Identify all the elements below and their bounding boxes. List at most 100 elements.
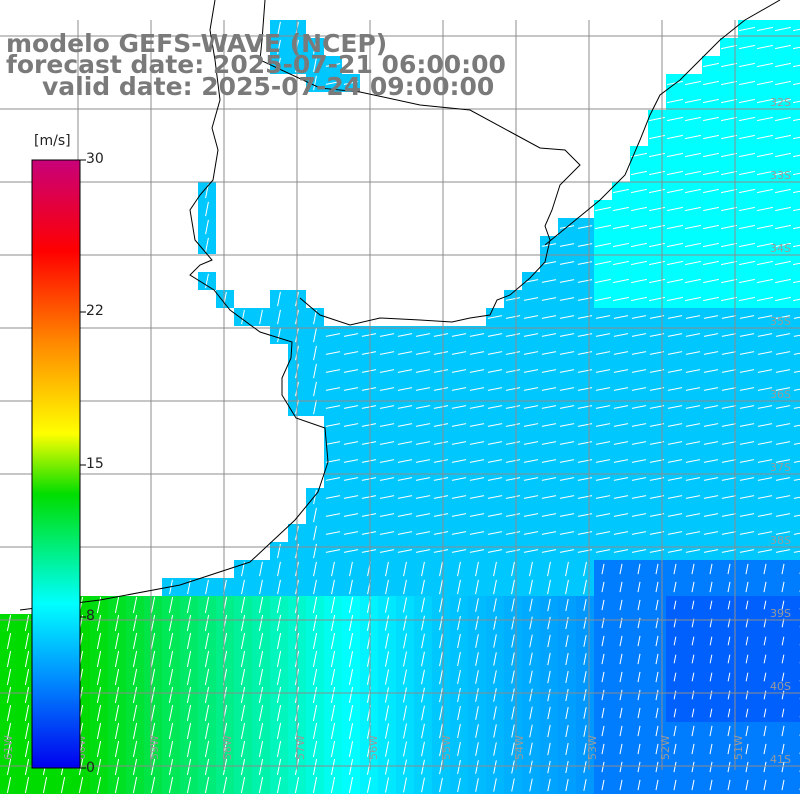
wind-arrow: [258, 722, 264, 740]
wind-arrow: [631, 333, 647, 337]
wind-arrow: [312, 668, 318, 686]
wind-arrow: [469, 369, 485, 373]
wind-arrow: [42, 776, 48, 794]
wind-arrow: [132, 632, 138, 650]
wind-arrow: [745, 690, 749, 700]
wind-arrow: [703, 206, 719, 212]
wind-arrow: [667, 369, 683, 373]
wind-arrow: [565, 760, 569, 774]
wind-arrow: [637, 581, 641, 593]
wind-arrow: [739, 549, 755, 553]
wind-arrow: [349, 579, 353, 595]
wind-arrow: [361, 351, 377, 355]
wind-arrow: [727, 708, 731, 718]
wind-arrow: [781, 725, 785, 737]
wind-arrow: [487, 495, 503, 499]
wind-arrow: [721, 224, 737, 230]
wind-arrow: [240, 632, 246, 650]
wind-arrow: [168, 632, 174, 650]
wind-arrow: [721, 405, 737, 409]
wind-cell: [792, 524, 800, 542]
latitude-label: 38S: [770, 534, 791, 547]
wind-arrow: [559, 315, 575, 319]
wind-arrow: [793, 370, 800, 373]
wind-arrow: [397, 333, 413, 337]
wind-arrow: [721, 296, 737, 302]
wind-arrow: [403, 669, 407, 685]
wind-arrow: [511, 742, 515, 756]
wind-arrow: [577, 279, 593, 283]
wind-arrow: [258, 650, 264, 668]
wind-arrow: [577, 405, 593, 409]
wind-arrow: [487, 405, 503, 409]
wind-arrow: [511, 778, 515, 792]
wind-arrow: [775, 26, 791, 32]
wind-arrow: [577, 243, 593, 247]
wind-arrow: [673, 690, 677, 700]
wind-arrow: [739, 423, 755, 427]
wind-arrow: [757, 333, 773, 337]
wind-arrow: [403, 759, 407, 775]
wind-arrow: [505, 459, 521, 463]
wind-arrow: [325, 81, 341, 85]
wind-arrow: [757, 116, 773, 122]
wind-arrow: [709, 581, 713, 593]
wind-arrow: [763, 708, 767, 718]
wind-arrow: [667, 513, 683, 517]
latitude-label: 37S: [770, 461, 791, 474]
wind-arrow: [433, 549, 449, 553]
wind-arrow: [24, 722, 30, 740]
wind-arrow: [150, 596, 156, 614]
wind-arrow: [601, 599, 605, 611]
wind-arrow: [583, 761, 587, 773]
wind-arrow: [757, 369, 773, 373]
wind-arrow: [258, 596, 264, 614]
wind-arrow: [709, 708, 713, 718]
wind-arrow: [397, 369, 413, 373]
wind-cell: [792, 200, 800, 218]
wind-arrow: [330, 614, 336, 632]
wind-arrow: [685, 423, 701, 427]
colorbar-tick-label: 8: [86, 608, 95, 624]
wind-arrow: [421, 759, 425, 775]
wind-arrow: [631, 495, 647, 499]
wind-arrow: [793, 460, 800, 463]
wind-arrow: [222, 758, 228, 776]
latitude-labels: 32S 33S 34S 35S 36S 37S 38S 39S 40S 41S: [770, 96, 791, 766]
latitude-label: 34S: [770, 242, 791, 255]
wind-arrow: [433, 351, 449, 355]
wind-arrow: [204, 614, 210, 632]
wind-arrow: [96, 758, 102, 776]
wind-arrow: [601, 653, 605, 665]
wind-arrow: [493, 670, 497, 684]
wind-arrow: [739, 333, 755, 337]
wind-arrow: [547, 706, 551, 720]
wind-arrow: [721, 80, 737, 86]
wind-arrow: [277, 327, 281, 343]
wind-arrow: [775, 260, 791, 266]
wind-arrow: [547, 561, 551, 577]
wind-arrow: [487, 423, 503, 427]
wind-arrow: [577, 315, 593, 319]
wind-cell: [792, 128, 800, 146]
wind-arrow: [727, 563, 731, 575]
wind-arrow: [523, 513, 539, 517]
wind-arrow: [739, 44, 755, 50]
wind-arrow: [505, 513, 521, 517]
wind-arrow: [457, 669, 461, 685]
wind-arrow: [493, 724, 497, 738]
colorbar-tick-label: 30: [86, 151, 104, 167]
wind-arrow: [691, 672, 695, 682]
wind-arrow: [775, 278, 791, 284]
wind-arrow: [379, 369, 395, 373]
wind-arrow: [745, 636, 749, 646]
wind-arrow: [655, 779, 659, 791]
wind-arrow: [739, 477, 755, 481]
wind-arrow: [384, 705, 390, 721]
wind-arrow: [685, 170, 701, 176]
wind-arrow: [613, 531, 629, 535]
wind-arrow: [583, 725, 587, 737]
wind-arrow: [505, 477, 521, 481]
wind-arrow: [493, 742, 497, 756]
wind-arrow: [781, 708, 785, 718]
